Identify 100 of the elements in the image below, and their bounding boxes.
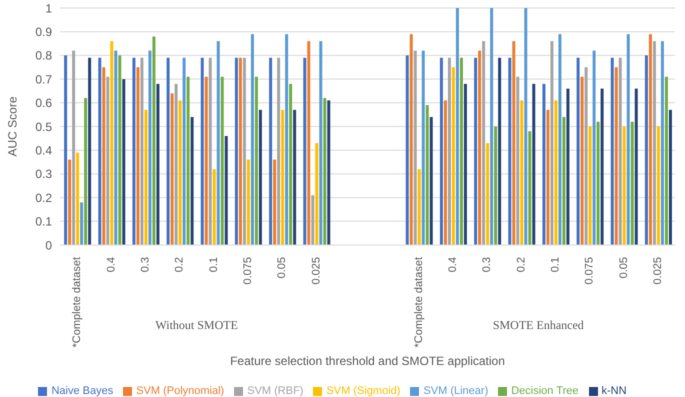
bar (68, 160, 72, 245)
y-tick-label: 0.7 (35, 72, 52, 86)
bar (550, 41, 554, 245)
bar (269, 58, 272, 245)
legend-label: Naive Bayes (51, 385, 114, 397)
bar (152, 36, 156, 245)
bar (136, 67, 140, 245)
legend-label: k-NN (602, 385, 627, 397)
bar (562, 117, 566, 245)
bar (516, 76, 520, 245)
bar (626, 34, 630, 245)
bar (444, 100, 447, 245)
bar (148, 50, 152, 245)
bar (178, 100, 182, 245)
bar (668, 110, 672, 245)
bar (250, 34, 254, 245)
bar (212, 169, 216, 245)
bar (512, 41, 516, 245)
bar (182, 58, 186, 245)
bar (498, 58, 502, 245)
text: Without SMOTE (154, 318, 239, 333)
x-axis-title: Feature selection threshold and SMOTE application (229, 354, 506, 368)
bar (648, 34, 652, 245)
bar (220, 76, 224, 245)
bar (246, 160, 250, 245)
bar (72, 50, 76, 245)
bar (566, 88, 570, 245)
bar (216, 41, 220, 245)
bar (277, 58, 280, 245)
bar (106, 76, 110, 245)
y-tick-label: 0.3 (35, 167, 52, 182)
bar (200, 58, 204, 245)
bar (166, 58, 170, 245)
bar (88, 58, 92, 245)
y-tick-label: 0.4 (35, 143, 52, 158)
bar (76, 152, 80, 245)
bar (494, 126, 498, 245)
legend-label: SVM (Linear) (423, 385, 488, 397)
bar (174, 84, 178, 245)
bar (452, 67, 455, 245)
bar (664, 76, 668, 245)
x-tick-label: 0.075 (242, 257, 254, 285)
bar (414, 50, 417, 245)
bar (323, 98, 326, 245)
bar (285, 34, 288, 245)
bar (610, 58, 614, 245)
bar (132, 58, 136, 245)
bar (102, 67, 106, 245)
bar (460, 58, 463, 245)
bar (406, 55, 409, 245)
bar (204, 76, 208, 245)
x-tick-label: 0.4 (446, 257, 459, 272)
bar (238, 58, 242, 245)
bar (303, 58, 306, 245)
x-tick-label: 0.3 (139, 257, 152, 272)
bar (110, 41, 114, 245)
bar (224, 136, 228, 245)
legend-label: SVM (Polynomial) (136, 385, 224, 397)
bar (596, 122, 600, 245)
bar (422, 50, 425, 245)
y-tick-label: 0.9 (35, 24, 52, 39)
bar (448, 58, 451, 245)
y-tick-label: 0 (45, 238, 52, 252)
legend-label: SVM (RBF) (247, 385, 304, 397)
bar (64, 55, 68, 245)
bar (588, 126, 592, 245)
bar (478, 50, 482, 245)
y-tick-label: 0.5 (35, 120, 52, 134)
bar (98, 58, 102, 245)
x-tick-label: 0.4 (105, 257, 118, 272)
bar (660, 41, 664, 245)
bar (464, 84, 467, 245)
bar (281, 110, 284, 245)
bar (122, 79, 126, 245)
bar (258, 110, 262, 245)
bar (327, 100, 330, 245)
x-tick-label: 0.025 (652, 257, 664, 285)
bar (293, 110, 296, 245)
bar (644, 55, 648, 245)
bar (542, 84, 546, 245)
bar (242, 58, 246, 245)
bar (190, 117, 194, 245)
legend-label: SVM (Sigmoid) (326, 385, 400, 397)
y-tick-label: 0.1 (35, 214, 52, 229)
bar (140, 58, 144, 245)
bar (524, 8, 528, 245)
bar (490, 8, 494, 245)
bar (170, 93, 174, 245)
bar (474, 58, 478, 245)
bar (482, 41, 486, 245)
x-tick-label: 0.025 (310, 257, 322, 285)
bar (532, 84, 536, 245)
y-tick-label: 1 (45, 1, 52, 16)
bar (84, 98, 88, 245)
y-tick-label: 0.2 (35, 190, 52, 205)
bar (600, 88, 604, 245)
bar (315, 143, 318, 245)
x-tick-label: 0.075 (584, 257, 596, 285)
legend-label: Decision Tree (511, 385, 578, 397)
bar (618, 58, 622, 245)
